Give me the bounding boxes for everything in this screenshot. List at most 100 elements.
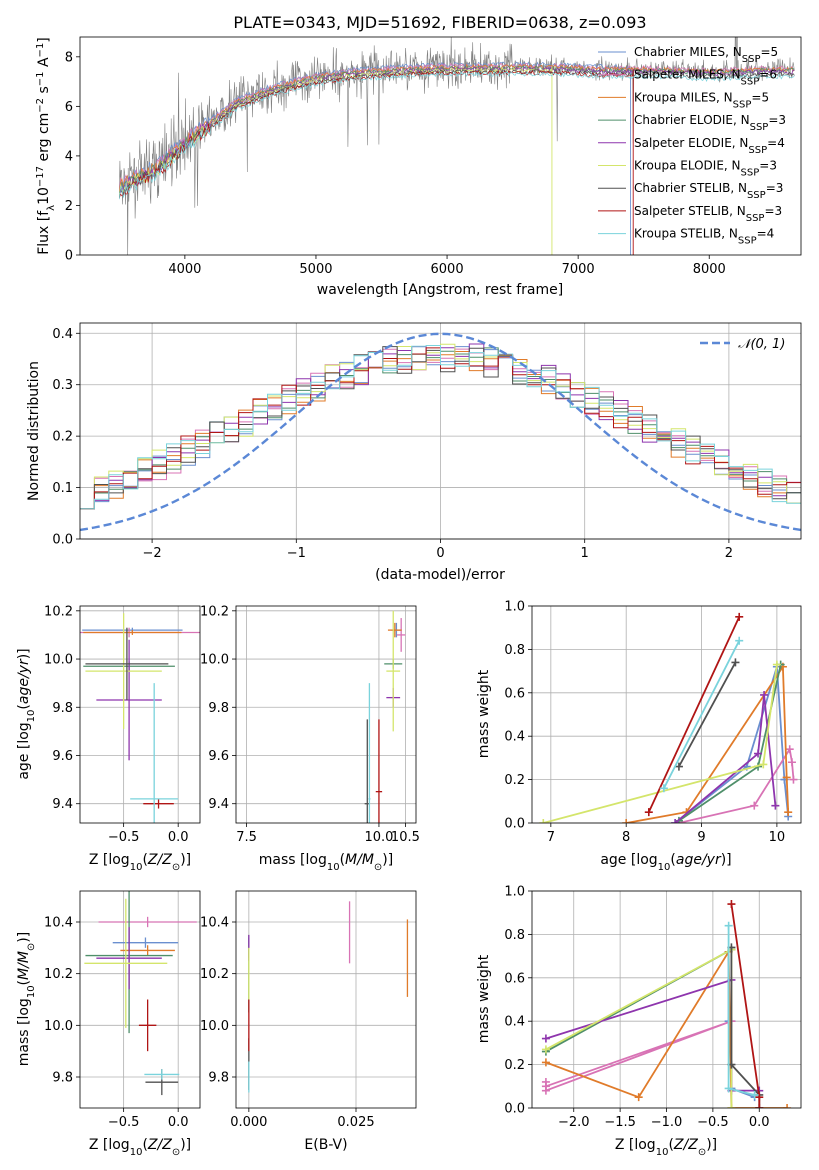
y-tick-label: 10.2 — [200, 967, 229, 982]
x-tick-label: 8 — [622, 830, 630, 845]
panel-mass_vs_Z: −0.5 0.0 9.8 10.0 10.2 10.4 — [44, 890, 201, 1130]
y-tick-label: 10.0 — [200, 1019, 229, 1034]
weight-marker — [760, 690, 769, 699]
x-tick-label: −0.5 — [108, 1115, 140, 1130]
x-tick-label: 7 — [547, 830, 555, 845]
model-spectrum — [118, 61, 631, 190]
y-tick-label: 9.8 — [52, 1071, 73, 1086]
y-axis-label: Normed distribution — [26, 361, 42, 501]
x-tick-label: −1.0 — [651, 1115, 683, 1130]
legend-entry: Kroupa ELODIE, NSSP=3 — [634, 159, 777, 179]
y-tick-label: 0.8 — [504, 643, 525, 658]
model-spectrum — [118, 71, 795, 200]
weight-marker — [784, 808, 793, 817]
y-axis-label: mass weight — [476, 669, 492, 758]
weight-marker — [622, 819, 631, 823]
y-tick-label: 10.0 — [44, 1019, 73, 1034]
residual-histogram — [80, 345, 801, 510]
y-axis-label: mass weight — [476, 954, 492, 1043]
weight-marker — [772, 660, 781, 669]
weight-marker — [541, 1045, 550, 1054]
weight-marker — [674, 762, 683, 771]
y-tick-label: 10.0 — [44, 653, 73, 668]
weight-line — [626, 663, 790, 823]
y-tick-label: 9.8 — [208, 701, 229, 716]
x-tick-label: −0.5 — [108, 830, 140, 845]
axes-frame — [79, 890, 201, 1109]
y-tick-label: 9.8 — [208, 1071, 229, 1086]
weight-marker — [634, 1093, 643, 1102]
weight-marker — [644, 808, 653, 817]
weight-marker — [785, 745, 794, 754]
panel-residuals: −2 −1 0 1 2 0.0 0.1 0.2 0.3 0.4 𝒩(0, 1) — [52, 322, 802, 561]
plot-area — [118, 37, 795, 255]
y-tick-label: 0.8 — [504, 928, 525, 943]
axes-frame — [235, 605, 417, 824]
weight-marker — [755, 1093, 764, 1102]
plot-area — [248, 901, 409, 1093]
model-spectrum — [118, 63, 795, 192]
y-axis-label: age [log10(age/yr)] — [16, 648, 37, 779]
model-spectrum — [118, 68, 795, 197]
x-tick-label: 6000 — [431, 262, 464, 277]
model-spectrum — [118, 66, 795, 195]
x-tick-label: 5000 — [299, 262, 332, 277]
x-tick-label: 7.5 — [236, 830, 257, 845]
weight-marker — [750, 801, 759, 810]
weight-marker — [541, 1034, 550, 1043]
weight-marker — [731, 658, 740, 667]
y-tick-label: 0.2 — [52, 430, 73, 445]
x-tick-label: −2.0 — [558, 1115, 590, 1130]
y-tick-label: 10.2 — [44, 967, 73, 982]
plot-area — [364, 610, 406, 823]
axes-frame — [79, 36, 802, 256]
x-axis-label: (data-model)/error — [375, 567, 505, 583]
y-tick-label: 0.4 — [504, 1015, 525, 1030]
model-spectrum — [118, 65, 795, 194]
legend-entry: Kroupa STELIB, NSSP=4 — [634, 227, 774, 247]
weight-marker — [750, 1090, 759, 1099]
x-tick-label: 10.0 — [364, 830, 393, 845]
legend-entry: Salpeter ELODIE, NSSP=4 — [634, 136, 785, 156]
x-tick-label: −1.5 — [604, 1115, 636, 1130]
x-tick-label: −1 — [287, 546, 306, 561]
axes-frame — [531, 890, 802, 1109]
weight-marker — [539, 819, 548, 823]
y-tick-label: 9.6 — [208, 749, 229, 764]
y-tick-label: 6 — [65, 100, 73, 115]
y-tick-label: 0.4 — [504, 730, 525, 745]
weight-line — [730, 947, 761, 1108]
x-tick-label: −0.5 — [697, 1115, 729, 1130]
weight-marker — [735, 612, 744, 621]
y-tick-label: 10.2 — [200, 604, 229, 619]
x-tick-label: 2 — [725, 546, 733, 561]
observed-spectrum — [119, 37, 795, 255]
x-axis-label: wavelength [Angstrom, rest frame] — [317, 282, 563, 298]
weight-marker — [727, 1104, 736, 1108]
y-tick-label: 9.6 — [52, 749, 73, 764]
y-axis-label: mass [log10(M/M⊙)] — [16, 932, 37, 1066]
weight-line — [663, 640, 741, 789]
panel-weight_vs_Z: −2.0 −1.5 −1.0 −0.5 0.0 0.0 0.2 0.4 0.6 0.8 1.0 — [504, 885, 802, 1130]
x-tick-label: 7000 — [562, 262, 595, 277]
axes-frame — [79, 605, 201, 824]
weight-marker — [759, 760, 768, 769]
x-axis-label: age [log10(age/yr)] — [600, 852, 731, 873]
x-tick-label: 0.0 — [749, 1115, 770, 1130]
x-tick-label: 9 — [697, 830, 705, 845]
x-axis-label: Z [log10(Z/Z⊙)] — [89, 852, 191, 873]
y-tick-label: 0.3 — [52, 378, 73, 393]
y-tick-label: 9.8 — [52, 701, 73, 716]
weight-line — [647, 616, 741, 813]
legend-entry: Salpeter STELIB, NSSP=3 — [634, 204, 782, 224]
y-tick-label: 10.0 — [200, 653, 229, 668]
weight-marker — [755, 1104, 764, 1108]
x-tick-label: 10.5 — [391, 830, 420, 845]
legend-entry: Chabrier MILES, NSSP=5 — [634, 45, 778, 65]
x-tick-label: 1 — [581, 546, 589, 561]
panel-age_vs_Z: −0.5 0.0 9.4 9.6 9.8 10.0 10.2 — [44, 604, 201, 845]
y-tick-label: 10.4 — [44, 916, 73, 931]
axes-frame — [531, 605, 802, 824]
y-tick-label: 9.4 — [52, 797, 73, 812]
x-tick-label: 0.025 — [337, 1115, 374, 1130]
